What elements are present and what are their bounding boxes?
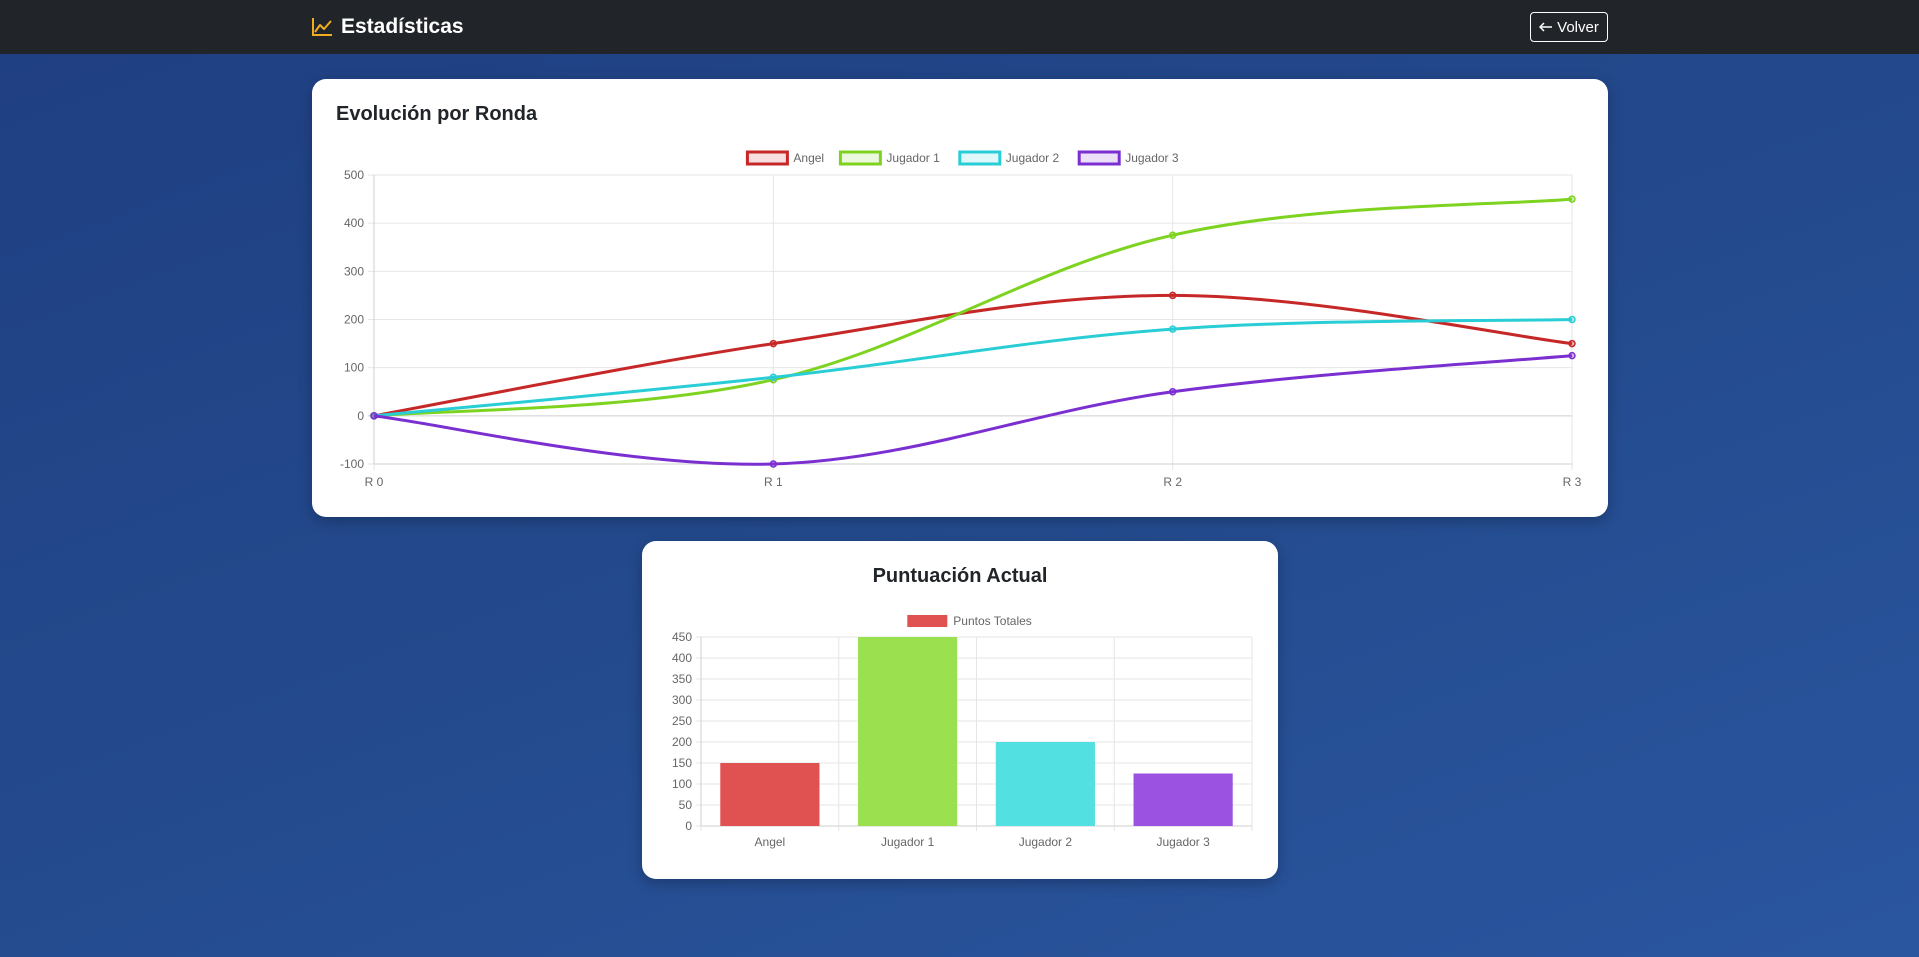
bar-jugador-2 (995, 742, 1095, 826)
x-tick-label: R 0 (365, 475, 384, 489)
y-tick-label: 300 (672, 693, 692, 707)
line-chart-title: Evolución por Ronda (336, 103, 538, 125)
data-point-jugador-1 (1168, 231, 1177, 239)
data-point-jugador-3 (370, 412, 378, 420)
legend-label-puntos-totales: Puntos Totales (953, 614, 1032, 628)
line-chart: -100 0 100 200 300 400 500 R 0 R 1 R 2 R 3 Angel Jug… (340, 150, 1582, 489)
x-tick-label: R 1 (764, 475, 783, 489)
x-tick-label: Jugador 2 (1019, 835, 1073, 849)
bar-jugador-3 (1133, 773, 1233, 826)
legend-swatch-jugador-2 (958, 150, 1002, 166)
data-point-angel (1168, 291, 1177, 300)
legend-swatch-jugador-1 (838, 150, 882, 166)
y-tick-label: 400 (672, 651, 692, 665)
data-point-jugador-1 (1568, 195, 1576, 203)
y-tick-label: 300 (344, 264, 364, 278)
series-line-jugador-3 (373, 354, 1573, 466)
y-tick-label: 0 (357, 409, 364, 423)
y-tick-label: 450 (672, 630, 692, 644)
y-tick-label: 250 (672, 714, 692, 728)
legend-swatch-puntos-totales (907, 615, 948, 627)
y-tick-label: -100 (340, 457, 364, 471)
x-tick-label: R 2 (1163, 475, 1182, 489)
y-tick-label: 200 (344, 313, 364, 327)
x-tick-label: Jugador 3 (1156, 835, 1210, 849)
data-point-jugador-3 (1168, 388, 1177, 396)
legend-label-jugador-1: Jugador 1 (886, 151, 940, 165)
x-tick-label: R 3 (1563, 475, 1582, 489)
data-point-angel (1568, 339, 1576, 348)
data-point-jugador-2 (1568, 315, 1576, 324)
legend-label-jugador-2: Jugador 2 (1006, 151, 1060, 165)
line-chart-card: Evolución por Ronda -100 0 100 200 300 400 500… (312, 79, 1608, 517)
series-line-angel (373, 293, 1573, 418)
y-tick-label: 200 (672, 735, 692, 749)
y-tick-label: 150 (672, 756, 692, 770)
navbar: Estadísticas Volver (0, 0, 1919, 54)
bar-chart-title: Puntuación Actual (872, 565, 1048, 587)
data-point-jugador-2 (769, 373, 778, 382)
arrow-left-icon (1539, 22, 1553, 32)
back-button-label: Volver (1557, 18, 1599, 36)
data-point-jugador-2 (1168, 325, 1177, 333)
legend-swatch-jugador-3 (1077, 150, 1121, 166)
legend-label-jugador-3: Jugador 3 (1125, 151, 1179, 165)
legend-swatch-angel (745, 150, 789, 166)
bar-angel (720, 763, 820, 826)
y-tick-label: 100 (672, 777, 692, 791)
legend-label-angel: Angel (793, 151, 824, 165)
y-tick-label: 0 (685, 819, 692, 833)
data-point-jugador-3 (1568, 351, 1576, 360)
y-tick-label: 50 (679, 798, 693, 812)
bar-jugador-1 (858, 637, 958, 826)
back-button[interactable]: Volver (1530, 12, 1608, 42)
y-tick-label: 400 (344, 216, 364, 230)
x-tick-label: Jugador 1 (881, 835, 935, 849)
navbar-brand[interactable]: Estadísticas (311, 14, 464, 40)
y-tick-label: 100 (344, 361, 364, 375)
data-point-angel (769, 339, 778, 348)
series-line-jugador-2 (373, 318, 1573, 418)
data-point-jugador-3 (769, 460, 778, 468)
chart-line-icon (312, 18, 332, 36)
bar-chart: 0 50 100 150 200 250 300 350 400 450 Angel Jugador … (672, 614, 1253, 849)
y-tick-label: 500 (344, 168, 364, 182)
x-tick-label: Angel (755, 835, 786, 849)
y-tick-label: 350 (672, 672, 692, 686)
page-title: Estadísticas (341, 15, 464, 38)
series-line-jugador-1 (373, 197, 1573, 418)
bar-chart-card: Puntuación Actual 0 50 100 150 200 250 300 350 4… (642, 541, 1278, 879)
